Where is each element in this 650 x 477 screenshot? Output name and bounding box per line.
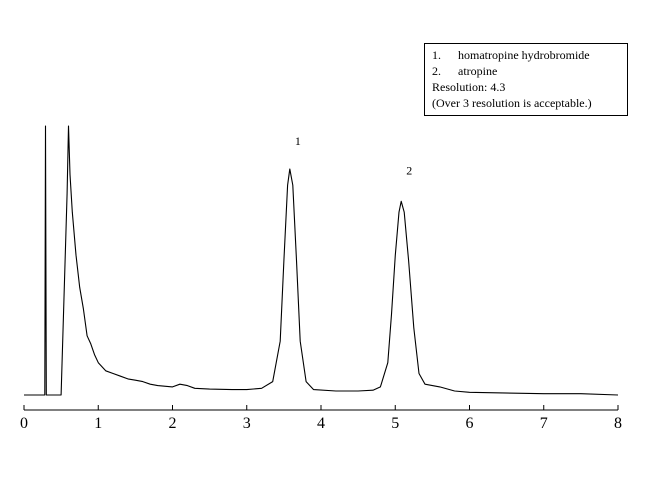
legend-item-2: 2. atropine xyxy=(432,63,627,79)
resolution-text: Resolution: 4.3 xyxy=(432,80,506,94)
x-tick-label-1: 1 xyxy=(94,415,102,432)
peak-label-2: 2 xyxy=(406,163,412,177)
legend-item-2-number: 2. xyxy=(432,64,441,78)
acceptance-note: (Over 3 resolution is acceptable.) xyxy=(432,96,592,110)
legend-item-1-number: 1. xyxy=(432,48,441,62)
x-tick-label-6: 6 xyxy=(466,415,474,432)
x-tick-label-4: 4 xyxy=(317,415,325,432)
x-tick-label-7: 7 xyxy=(540,415,548,432)
series-line-0 xyxy=(24,125,619,396)
x-tick-label-0: 0 xyxy=(20,415,28,432)
annotation-box: 1. homatropine hydrobromide 2. atropine Re… xyxy=(424,43,628,116)
plot-area: 0 1 2 3 4 5 6 7 8 1 2 xyxy=(20,125,622,432)
x-tick-label-2: 2 xyxy=(169,415,177,432)
x-tick-label-5: 5 xyxy=(391,415,399,432)
legend-item-1-label: homatropine hydrobromide xyxy=(458,48,590,62)
x-tick-label-3: 3 xyxy=(243,415,251,432)
legend-item-2-label: atropine xyxy=(458,64,498,78)
legend-item-1: 1. homatropine hydrobromide xyxy=(432,47,627,63)
x-tick-label-8: 8 xyxy=(614,415,622,432)
peak-label-1: 1 xyxy=(295,134,301,148)
